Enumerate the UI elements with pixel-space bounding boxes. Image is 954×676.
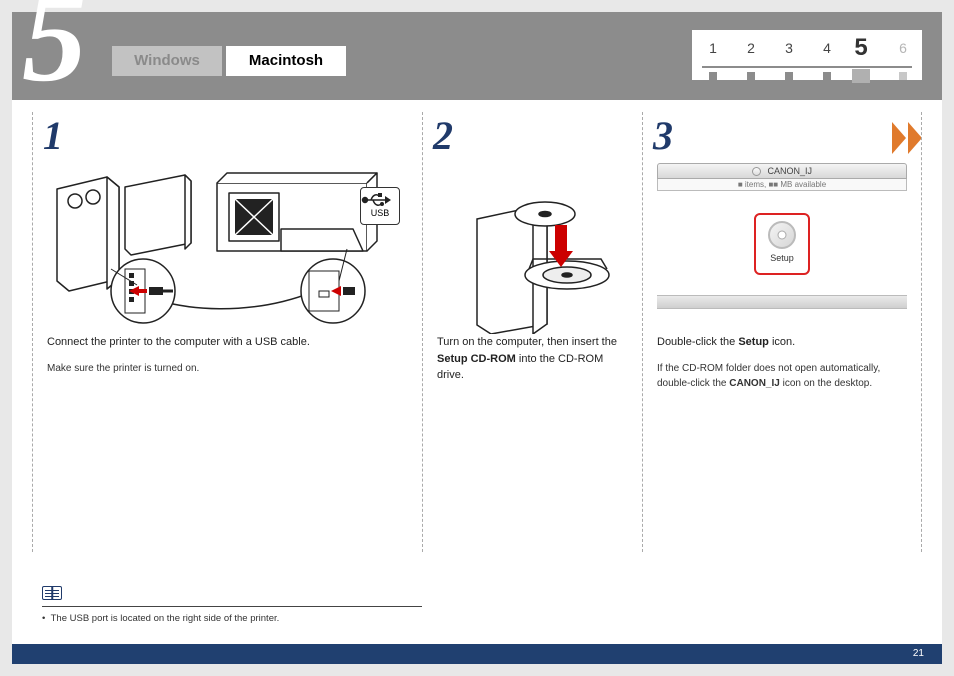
footer-bar: 21 <box>12 644 942 664</box>
text-bold: Setup <box>738 336 769 348</box>
finder-subtitle: ■ items, ■■ MB available <box>657 179 907 191</box>
tracker-num: 4 <box>812 40 842 56</box>
text: icon on the desktop. <box>780 378 872 389</box>
usb-badge: USB <box>360 187 400 225</box>
progress-tracker: 1 2 3 4 5 6 <box>692 30 922 80</box>
step-1-subcaption: Make sure the printer is turned on. <box>47 361 408 376</box>
step-number: 1 <box>43 112 408 159</box>
tracker-num: 5 <box>846 40 876 57</box>
text-bold: CANON_IJ <box>729 378 780 389</box>
tracker-tick <box>852 69 870 83</box>
page: 5 Windows Macintosh 1 2 3 4 5 <box>12 12 942 664</box>
step-number: 3 <box>653 112 907 159</box>
tracker-num: 3 <box>774 40 804 56</box>
tracker-num: 6 <box>888 40 918 56</box>
tracker-tick <box>747 72 755 80</box>
tracker-tick <box>785 72 793 80</box>
setup-icon[interactable]: Setup <box>754 213 810 275</box>
note-icon <box>42 586 62 600</box>
section-number: 5 <box>22 0 87 102</box>
note-text: • The USB port is located on the right s… <box>42 613 422 624</box>
usb-icon <box>361 188 399 208</box>
bullet: • <box>42 613 45 624</box>
tracker-tick <box>823 72 831 80</box>
step-1-column: 1 <box>32 112 422 552</box>
usb-label: USB <box>361 208 399 218</box>
tracker-num: 1 <box>698 40 728 56</box>
step-3-illustration: CANON_IJ ■ items, ■■ MB available Setup <box>657 159 907 334</box>
step-2-column: 2 <box>422 112 642 552</box>
finder-title-text: CANON_IJ <box>768 166 813 176</box>
page-number: 21 <box>913 648 924 659</box>
text: Double-click the <box>657 336 738 348</box>
tracker-tick <box>899 72 907 80</box>
tab-windows[interactable]: Windows <box>112 46 222 76</box>
content: 1 <box>32 112 922 624</box>
finder-scrollbar <box>657 295 907 309</box>
step-1-illustration: USB <box>47 159 408 334</box>
tracker-step-2: 2 <box>736 40 766 56</box>
cd-icon <box>768 221 796 249</box>
note-divider <box>42 606 422 607</box>
tracker-step-6: 6 <box>888 40 918 56</box>
tab-macintosh[interactable]: Macintosh <box>226 46 346 76</box>
step-3-column: 3 CANON_IJ ■ items, ■■ MB available Setu… <box>642 112 922 552</box>
text-bold: Setup CD-ROM <box>437 353 516 365</box>
step-2-illustration <box>437 159 628 334</box>
note-body: The USB port is located on the right sid… <box>51 613 280 624</box>
text: icon. <box>769 336 795 348</box>
tracker-num: 2 <box>736 40 766 56</box>
tracker-line <box>702 66 912 68</box>
setup-icon-label: Setup <box>756 253 808 263</box>
finder-titlebar: CANON_IJ <box>657 163 907 179</box>
tracker-step-5: 5 <box>846 40 876 57</box>
step-2-caption: Turn on the computer, then insert the Se… <box>437 334 628 384</box>
step-3-caption: Double-click the Setup icon. <box>657 334 907 351</box>
tracker-tick <box>709 72 717 80</box>
text: Turn on the computer, then insert the <box>437 336 617 348</box>
disc-icon <box>752 167 761 176</box>
header-bar: 5 Windows Macintosh 1 2 3 4 5 <box>12 12 942 100</box>
tracker-step-1: 1 <box>698 40 728 56</box>
note-section: • The USB port is located on the right s… <box>32 584 422 624</box>
tracker-step-3: 3 <box>774 40 804 56</box>
step-3-subcaption: If the CD-ROM folder does not open autom… <box>657 361 907 391</box>
step-1-caption: Connect the printer to the computer with… <box>47 334 408 351</box>
step-number: 2 <box>433 112 628 159</box>
tracker-step-4: 4 <box>812 40 842 56</box>
